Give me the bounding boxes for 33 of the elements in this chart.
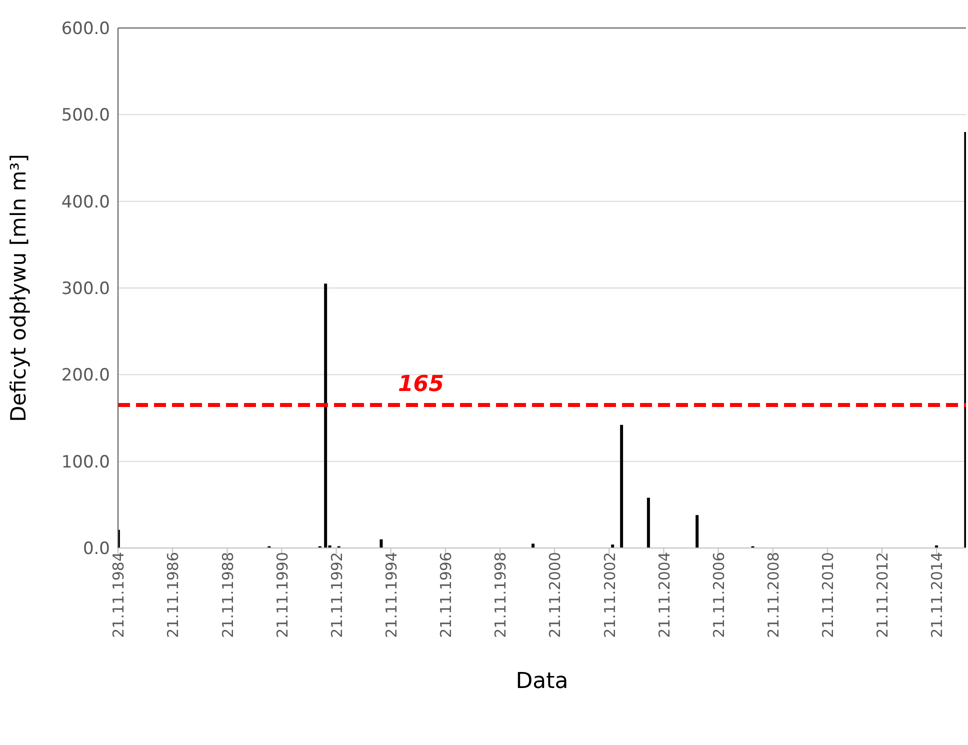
bar xyxy=(532,544,535,548)
x-tick-label: 21.11.2010 xyxy=(819,552,838,638)
y-tick-label: 300.0 xyxy=(61,279,110,300)
bar xyxy=(696,515,699,548)
x-tick-label: 21.11.1994 xyxy=(382,552,400,638)
bar xyxy=(620,424,624,548)
x-tick-label: 21.11.1986 xyxy=(164,552,182,638)
y-tick-label: 600.0 xyxy=(61,19,110,40)
x-tick-label: 21.11.2000 xyxy=(546,552,564,638)
y-axis-title: Deficyt odpływu [mln m³] xyxy=(6,154,30,422)
y-tick-label: 200.0 xyxy=(61,366,110,386)
x-tick-label: 21.11.1998 xyxy=(492,552,510,638)
y-tick-label: 100.0 xyxy=(61,452,110,472)
y-tick-label: 0.0 xyxy=(82,539,110,560)
bar xyxy=(646,498,650,548)
x-axis-title: Data xyxy=(516,669,568,694)
y-tick-label: 500.0 xyxy=(61,106,110,126)
bar xyxy=(380,539,383,548)
x-tick-label: 21.11.2002 xyxy=(600,552,619,638)
x-tick-label: 21.11.2012 xyxy=(874,552,892,638)
bar xyxy=(964,132,966,548)
ref-line-label: 165 xyxy=(398,372,444,397)
x-tick-label: 21.11.1990 xyxy=(273,552,292,638)
bar xyxy=(324,284,328,548)
x-tick-label: 21.11.2004 xyxy=(655,552,674,638)
x-tick-label: 21.11.2008 xyxy=(764,552,783,638)
x-tick-label: 21.11.2006 xyxy=(710,552,728,638)
y-tick-label: 400.0 xyxy=(61,192,110,212)
x-tick-label: 21.11.1988 xyxy=(218,552,237,638)
x-tick-label: 21.11.2014 xyxy=(928,552,946,638)
x-tick-label: 21.11.1984 xyxy=(110,552,128,638)
x-tick-label: 21.11.1992 xyxy=(328,552,346,638)
x-tick-label: 21.11.1996 xyxy=(437,552,456,638)
